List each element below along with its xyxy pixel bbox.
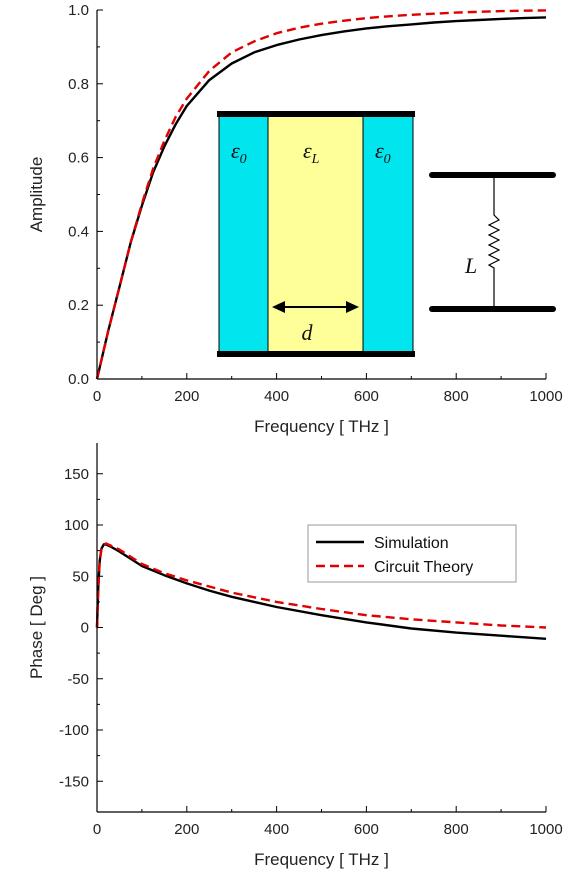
y-tick-label: 0.8 [68, 76, 89, 93]
y-axis-label: Phase [ Deg ] [27, 576, 46, 679]
y-tick-label: -150 [59, 773, 89, 790]
y-tick-label: 1.0 [68, 2, 89, 19]
y-tick-label: -100 [59, 722, 89, 739]
amplitude-chart: ε0 εL ε0d L 0 200 400 600 800 1000 0.0 0.2 0.4 0.6 0.8… [27, 2, 563, 436]
x-tick-label: 200 [174, 821, 199, 838]
legend-label: Simulation [374, 535, 449, 552]
y-tick-label: 50 [72, 568, 89, 585]
series-line-dashed [95, 9, 547, 380]
legend-box [307, 524, 517, 583]
left-medium-slab [219, 114, 268, 354]
y-tick-label: 0.2 [68, 297, 89, 314]
x-tick-label: 600 [354, 821, 379, 838]
y-tick-label: 0.4 [68, 223, 89, 240]
x-axis-label: Frequency [ THz ] [254, 850, 389, 869]
series-line-simulation [95, 543, 547, 640]
y-tick-label: 150 [64, 466, 89, 483]
y-tick-label: 0.0 [68, 371, 89, 388]
y-tick-label: -50 [67, 671, 89, 688]
y-tick-label: 0.6 [68, 150, 89, 167]
thickness-label: d [302, 320, 314, 345]
x-tick-label: 1000 [529, 388, 562, 405]
x-tick-label: 0 [93, 821, 101, 838]
right-medium-slab [363, 114, 413, 354]
inductor-icon [487, 175, 501, 309]
x-tick-label: 400 [264, 821, 289, 838]
y-tick-label: 100 [64, 517, 89, 534]
y-axis-label: Amplitude [27, 157, 46, 233]
x-tick-label: 800 [444, 388, 469, 405]
x-tick-label: 200 [174, 388, 199, 405]
x-tick-label: 1000 [529, 821, 562, 838]
y-tick-label: 0 [81, 620, 89, 637]
series-line-solid [95, 16, 547, 380]
thickness-arrow-right-head [346, 301, 359, 313]
equivalent-circuit: L [429, 172, 556, 312]
x-tick-label: 600 [354, 388, 379, 405]
phase-chart: 0 200 400 600 800 1000 -150 -100 -50 0 50 100 150 Fre… [27, 443, 563, 869]
x-axis-label: Frequency [ THz ] [254, 417, 389, 436]
layer-inset: ε0 εL ε0d [217, 111, 415, 357]
thickness-arrow-left-head [272, 301, 285, 313]
x-tick-label: 0 [93, 388, 101, 405]
x-tick-label: 800 [444, 821, 469, 838]
inductor-label: L [464, 253, 477, 278]
x-tick-label: 400 [264, 388, 289, 405]
legend: Simulation Circuit Theory [307, 524, 517, 583]
middle-medium-slab [268, 114, 363, 354]
legend-label: Circuit Theory [374, 559, 473, 576]
